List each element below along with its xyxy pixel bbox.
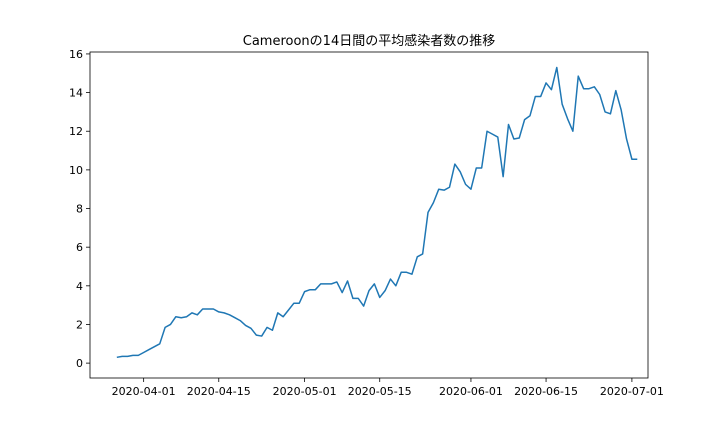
plot-area-frame <box>89 51 649 379</box>
x-tick-label: 2020-04-15 <box>187 385 251 398</box>
y-tick-label: 12 <box>69 125 83 138</box>
y-tick-label: 14 <box>69 87 83 100</box>
y-tick-label: 10 <box>69 164 83 177</box>
y-tick-label: 2 <box>76 318 83 331</box>
x-tick-label: 2020-07-01 <box>600 385 664 398</box>
y-tick-label: 8 <box>76 203 83 216</box>
y-tick-label: 0 <box>76 357 83 370</box>
chart-title: Cameroonの14日間の平均感染者数の推移 <box>243 33 495 49</box>
x-tick-label: 2020-06-01 <box>439 385 503 398</box>
y-tick-label: 6 <box>76 241 83 254</box>
x-tick-label: 2020-05-01 <box>273 385 337 398</box>
y-tick-label: 16 <box>69 48 83 61</box>
y-axis: 0 2 4 6 8 10 12 14 16 <box>69 48 90 370</box>
y-tick-label: 4 <box>76 280 83 293</box>
series-line <box>116 66 638 359</box>
x-tick-label: 2020-06-15 <box>514 385 578 398</box>
x-axis: 2020-04-01 2020-04-15 2020-05-01 2020-05-15… <box>112 378 664 398</box>
x-tick-label: 2020-04-01 <box>112 385 176 398</box>
x-tick-label: 2020-05-15 <box>348 385 412 398</box>
series-layer <box>116 66 638 359</box>
